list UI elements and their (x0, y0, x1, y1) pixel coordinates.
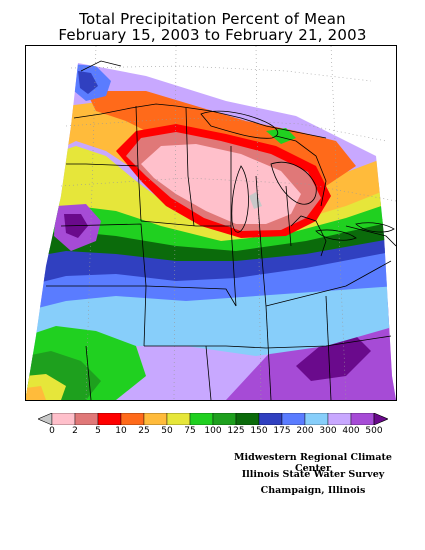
legend-swatch (74, 413, 99, 425)
legend-swatch (281, 413, 306, 425)
credit-line3: Champaign, Illinois (260, 485, 366, 496)
state-boundaries (46, 60, 396, 400)
legend-tick-label: 25 (138, 426, 150, 436)
legend-swatch (189, 413, 214, 425)
legend-swatch (212, 413, 237, 425)
precipitation-field (26, 63, 396, 400)
legend-tick-label: 175 (273, 426, 291, 436)
legend-swatch (97, 413, 122, 425)
graticule (60, 46, 396, 400)
legend-tick-label: 400 (342, 426, 360, 436)
legend-tick-label: 75 (184, 426, 196, 436)
precipitation-map (25, 45, 397, 401)
legend-tick-label: 150 (250, 426, 268, 436)
legend-tick-label: 2 (72, 426, 78, 436)
legend-swatch (235, 413, 260, 425)
map-title-line1: Total Precipitation Percent of Mean (79, 10, 346, 28)
legend-swatch (327, 413, 352, 425)
legend-swatch (373, 413, 388, 425)
legend-tick-label: 0 (49, 426, 55, 436)
legend-swatch (143, 413, 168, 425)
legend-swatch (51, 413, 76, 425)
legend-tick-label: 50 (161, 426, 173, 436)
legend-tick-label: 100 (204, 426, 222, 436)
legend-tick-label: 10 (115, 426, 127, 436)
legend-tick-label: 500 (365, 426, 383, 436)
legend-swatch (350, 413, 375, 425)
legend-swatch (120, 413, 145, 425)
legend-tick-label: 300 (319, 426, 337, 436)
legend-swatch (258, 413, 283, 425)
legend-tick-label: 125 (227, 426, 245, 436)
legend-tick-label: 200 (296, 426, 314, 436)
legend-tick-label: 5 (95, 426, 101, 436)
credit-line2: Illinois State Water Survey (241, 469, 385, 480)
legend-swatch (166, 413, 191, 425)
credit-line1: Midwestern Regional Climate Center (234, 452, 392, 474)
great-lakes (200, 110, 395, 241)
color-legend (38, 413, 388, 425)
legend-swatch (304, 413, 329, 425)
legend-swatch (38, 413, 53, 425)
map-title-line2: February 15, 2003 to February 21, 2003 (58, 26, 367, 44)
